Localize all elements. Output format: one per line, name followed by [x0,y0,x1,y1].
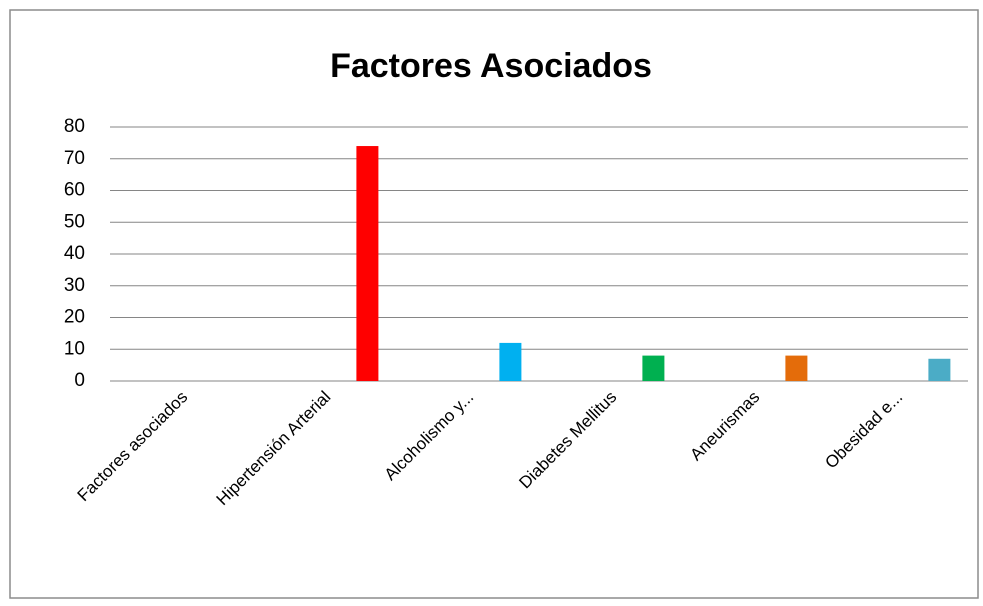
chart-frame [9,9,979,599]
y-tick-label: 50 [64,211,85,232]
y-tick-label: 40 [64,243,85,264]
y-tick-label: 30 [64,275,85,296]
bar [928,358,951,381]
y-tick-label: 20 [64,307,85,328]
y-tick-label: 10 [64,338,85,359]
chart-title: Factores Asociados [330,47,652,85]
y-tick-label: 80 [64,116,85,137]
bar [785,355,808,381]
y-tick-label: 70 [64,148,85,169]
y-tick-label: 60 [64,180,85,201]
bar [356,146,379,381]
bar [499,342,522,381]
bar [642,355,665,381]
y-tick-label: 0 [74,370,85,391]
